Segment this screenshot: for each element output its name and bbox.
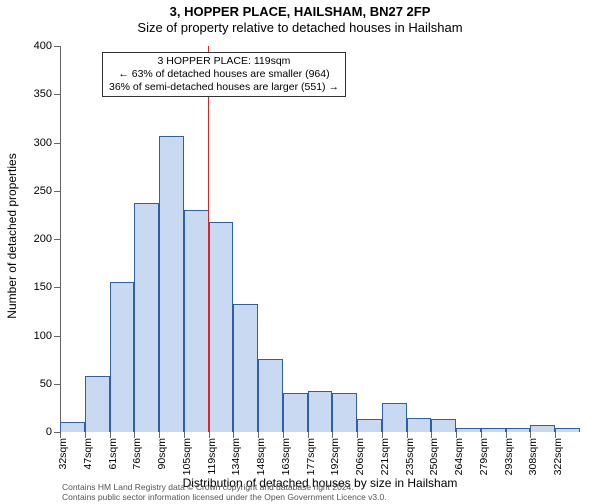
- y-tick-label: 50: [40, 378, 60, 390]
- x-tick-label: 105sqm: [181, 438, 193, 475]
- x-tick-label: 134sqm: [230, 438, 242, 475]
- histogram-bar: [134, 203, 159, 432]
- property-marker-line: [208, 46, 210, 432]
- x-tick-label: 322sqm: [552, 438, 564, 475]
- x-tick-label: 279sqm: [478, 438, 490, 475]
- y-axis: [60, 46, 61, 432]
- x-tick-label: 293sqm: [503, 438, 515, 475]
- x-tick-label: 163sqm: [280, 438, 292, 475]
- page-subtitle: Size of property relative to detached ho…: [0, 20, 600, 35]
- x-tick-label: 206sqm: [354, 438, 366, 475]
- x-tick-label: 308sqm: [527, 438, 539, 475]
- histogram-bar: [555, 428, 580, 432]
- x-tick-label: 76sqm: [131, 438, 143, 470]
- histogram-bar: [407, 418, 432, 432]
- histogram-bar: [431, 419, 456, 432]
- annotation-box: 3 HOPPER PLACE: 119sqm← 63% of detached …: [102, 52, 346, 97]
- histogram-bar: [357, 419, 382, 432]
- x-tick-label: 32sqm: [57, 438, 69, 470]
- x-tick-label: 264sqm: [453, 438, 465, 475]
- attribution-line: Contains HM Land Registry data © Crown c…: [62, 482, 387, 492]
- x-tick-label: 148sqm: [255, 438, 267, 475]
- histogram-bar: [258, 359, 283, 432]
- x-tick-label: 119sqm: [206, 438, 218, 475]
- histogram-bar: [530, 425, 555, 432]
- annotation-line: 36% of semi-detached houses are larger (…: [109, 81, 339, 94]
- y-tick-label: 400: [34, 40, 60, 52]
- attribution-line: Contains public sector information licen…: [62, 492, 387, 502]
- histogram-bar: [60, 422, 85, 432]
- histogram-bar: [233, 304, 258, 432]
- attribution-text: Contains HM Land Registry data © Crown c…: [62, 482, 387, 502]
- y-tick-label: 350: [34, 88, 60, 100]
- histogram-bar: [481, 428, 506, 432]
- x-tick-label: 61sqm: [107, 438, 119, 470]
- histogram-bar: [332, 393, 357, 432]
- histogram-bar: [382, 403, 407, 432]
- histogram-bar: [159, 136, 184, 432]
- histogram-bar: [456, 428, 481, 432]
- histogram-bar: [506, 428, 531, 432]
- annotation-line: ← 63% of detached houses are smaller (96…: [109, 68, 339, 81]
- y-tick-label: 150: [34, 281, 60, 293]
- page-title: 3, HOPPER PLACE, HAILSHAM, BN27 2FP: [0, 4, 600, 19]
- y-tick-label: 100: [34, 330, 60, 342]
- x-tick-label: 47sqm: [82, 438, 94, 470]
- y-tick-label: 250: [34, 185, 60, 197]
- x-tick-label: 90sqm: [156, 438, 168, 470]
- y-tick-label: 300: [34, 137, 60, 149]
- x-tick-label: 250sqm: [428, 438, 440, 475]
- histogram-bar: [184, 210, 209, 432]
- histogram-bar: [209, 222, 234, 432]
- x-tick-label: 221sqm: [379, 438, 391, 475]
- annotation-line: 3 HOPPER PLACE: 119sqm: [109, 55, 339, 68]
- histogram-bar: [110, 282, 135, 432]
- y-axis-label: Number of detached properties: [5, 153, 19, 318]
- y-tick-label: 0: [46, 426, 60, 438]
- histogram-chart: 05010015020025030035040032sqm47sqm61sqm7…: [60, 46, 580, 432]
- x-tick-label: 192sqm: [329, 438, 341, 475]
- histogram-bar: [308, 391, 333, 432]
- y-tick-label: 200: [34, 233, 60, 245]
- x-tick-label: 177sqm: [305, 438, 317, 475]
- x-tick-label: 235sqm: [404, 438, 416, 475]
- histogram-bar: [283, 393, 308, 432]
- histogram-bar: [85, 376, 110, 432]
